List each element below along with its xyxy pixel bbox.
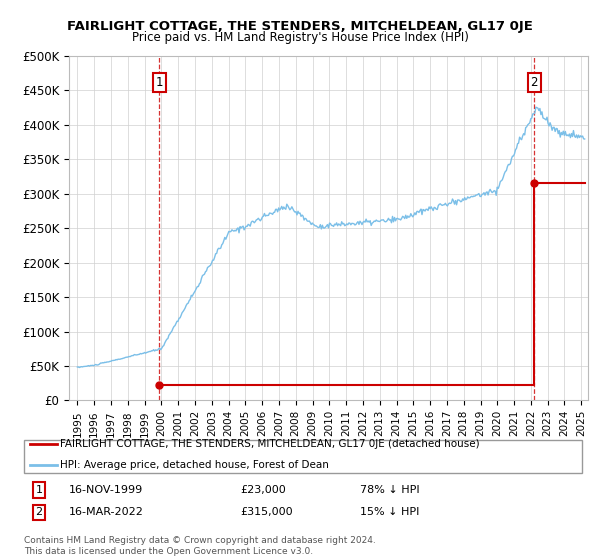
Text: 16-MAR-2022: 16-MAR-2022: [69, 507, 144, 517]
Text: 2: 2: [530, 76, 538, 88]
Text: Price paid vs. HM Land Registry's House Price Index (HPI): Price paid vs. HM Land Registry's House …: [131, 31, 469, 44]
Text: 1: 1: [35, 485, 43, 495]
Text: HPI: Average price, detached house, Forest of Dean: HPI: Average price, detached house, Fore…: [60, 460, 329, 470]
Text: FAIRLIGHT COTTAGE, THE STENDERS, MITCHELDEAN, GL17 0JE: FAIRLIGHT COTTAGE, THE STENDERS, MITCHEL…: [67, 20, 533, 32]
Text: Contains HM Land Registry data © Crown copyright and database right 2024.
This d: Contains HM Land Registry data © Crown c…: [24, 536, 376, 556]
Text: £315,000: £315,000: [240, 507, 293, 517]
Text: 78% ↓ HPI: 78% ↓ HPI: [360, 485, 419, 495]
Text: 2: 2: [35, 507, 43, 517]
Text: 16-NOV-1999: 16-NOV-1999: [69, 485, 143, 495]
FancyBboxPatch shape: [24, 440, 582, 473]
Text: FAIRLIGHT COTTAGE, THE STENDERS, MITCHELDEAN, GL17 0JE (detached house): FAIRLIGHT COTTAGE, THE STENDERS, MITCHEL…: [60, 439, 479, 449]
Text: 15% ↓ HPI: 15% ↓ HPI: [360, 507, 419, 517]
Text: £23,000: £23,000: [240, 485, 286, 495]
Text: 1: 1: [155, 76, 163, 88]
